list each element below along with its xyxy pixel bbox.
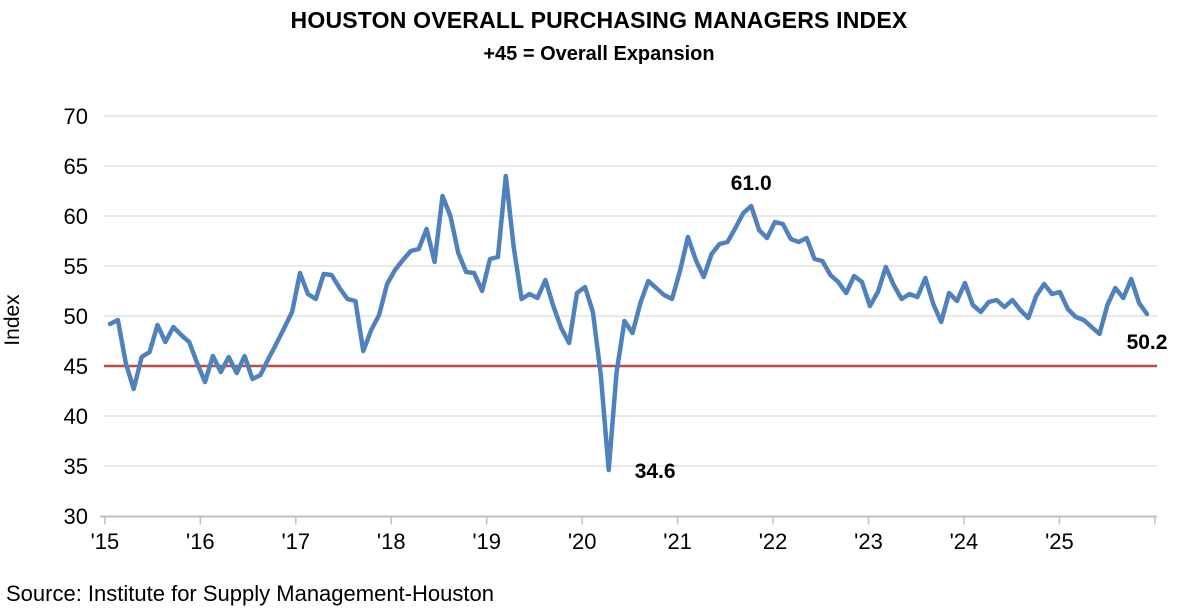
x-axis-tick-label: '20 [568,529,597,554]
y-axis-tick-label: 50 [64,304,88,329]
y-axis-title: Index [1,294,24,346]
y-axis-tick-label: 45 [64,354,88,379]
annotation-34-6: 34.6 [635,460,676,483]
annotation-61-0: 61.0 [731,172,772,195]
x-axis-tick-label: '17 [281,529,310,554]
x-axis-tick-label: '16 [186,529,215,554]
x-axis-tick-label: '25 [1045,529,1074,554]
x-axis-tick-label: '24 [950,529,979,554]
x-axis-tick-label: '19 [472,529,501,554]
x-axis-tick-label: '21 [663,529,692,554]
y-axis-tick-label: 35 [64,454,88,479]
y-axis-tick-label: 40 [64,404,88,429]
chart-subtitle: +45 = Overall Expansion [483,43,715,65]
chart-title: HOUSTON OVERALL PURCHASING MANAGERS INDE… [290,7,908,33]
y-axis-tick-label: 30 [64,504,88,529]
y-axis-tick-label: 55 [64,254,88,279]
x-axis-tick-label: '22 [759,529,788,554]
x-axis-tick-label: '15 [91,529,120,554]
y-axis-tick-label: 65 [64,154,88,179]
source-note: Source: Institute for Supply Management-… [6,581,494,606]
pmi-series-line [107,173,1150,473]
x-axis-tick-label: '18 [377,529,406,554]
y-axis-tick-label: 70 [64,104,88,129]
y-axis-tick-label: 60 [64,204,88,229]
x-axis-tick-label: '23 [854,529,883,554]
annotation-50-2: 50.2 [1127,331,1168,354]
